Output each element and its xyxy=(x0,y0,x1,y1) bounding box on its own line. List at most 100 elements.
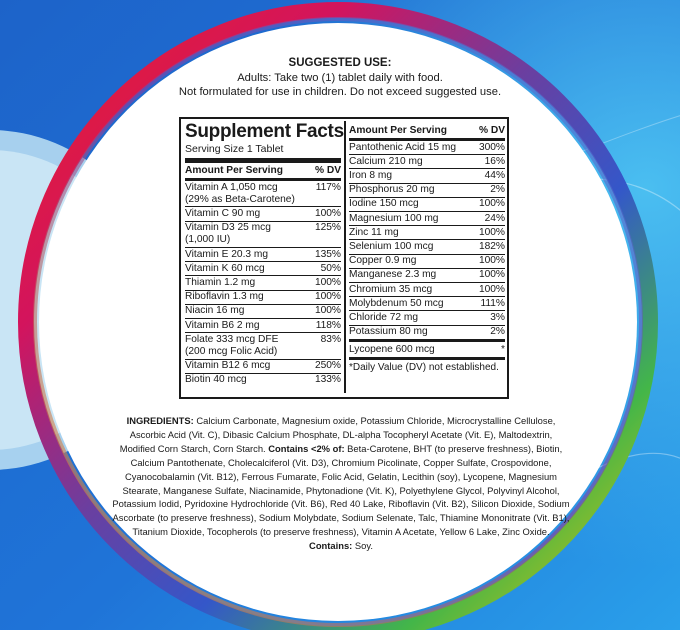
ingredients-text: INGREDIENTS: Calcium Carbonate, Magnesiu… xyxy=(112,414,570,553)
nutrient-row: Potassium 80 mg 2% xyxy=(349,326,505,339)
nutrient-name: Vitamin B12 6 mcg xyxy=(185,360,271,372)
suggested-use: SUGGESTED USE: Adults: Take two (1) tabl… xyxy=(150,56,530,99)
nutrient-row: Vitamin C 90 mg 100% xyxy=(185,207,341,222)
nutrient-row: Chloride 72 mg 3% xyxy=(349,311,505,326)
nutrient-row: Niacin 16 mg 100% xyxy=(185,305,341,320)
nutrient-dv: 125% xyxy=(314,222,341,234)
nutrient-row: Copper 0.9 mg 100% xyxy=(349,255,505,269)
nutrient-name: Zinc 11 mg xyxy=(349,226,399,238)
nutrient-name: Vitamin C 90 mg xyxy=(185,207,261,219)
nutrient-dv: 16% xyxy=(484,155,505,167)
nutrient-name: Vitamin B6 2 mg xyxy=(185,319,260,331)
nutrient-dv: 100% xyxy=(478,255,505,267)
panel-divider xyxy=(344,121,346,393)
supplement-facts-title: Supplement Facts xyxy=(185,121,344,142)
nutrient-name: Copper 0.9 mg xyxy=(349,255,417,267)
column-header: Amount Per Serving % DV xyxy=(349,123,505,141)
dv-header: % DV xyxy=(478,125,505,136)
allergen-label: Contains: xyxy=(309,540,353,552)
lycopene-row: Lycopene 600 mcg * xyxy=(349,338,505,361)
nutrient-name: Biotin 40 mcg xyxy=(185,374,247,386)
nutrient-name: Lycopene 600 mcg xyxy=(349,343,435,355)
nutrient-dv: 100% xyxy=(478,226,505,238)
amount-header: Amount Per Serving xyxy=(185,165,283,176)
nutrient-row: Phosphorus 20 mg 2% xyxy=(349,184,505,198)
nutrient-dv: 250% xyxy=(314,360,341,372)
nutrient-dv: 300% xyxy=(478,141,505,153)
suggested-use-line-2: Not formulated for use in children. Do n… xyxy=(178,86,502,98)
nutrient-name: Magnesium 100 mg xyxy=(349,212,439,224)
nutrient-row: Vitamin A 1,050 mcg (29% as Beta-Caroten… xyxy=(185,181,341,208)
nutrient-row: Iodine 150 mcg 100% xyxy=(349,198,505,213)
nutrient-dv: 100% xyxy=(478,198,505,210)
nutrient-row: Vitamin B12 6 mcg 250% xyxy=(185,360,341,374)
nutrient-row: Chromium 35 mcg 100% xyxy=(349,283,505,298)
left-nutrient-list: Vitamin A 1,050 mcg (29% as Beta-Caroten… xyxy=(185,181,341,387)
nutrient-row: Thiamin 1.2 mg 100% xyxy=(185,276,341,291)
nutrient-dv: 44% xyxy=(484,169,505,181)
nutrient-row: Vitamin D3 25 mcg (1,000 IU) 125% xyxy=(185,222,341,249)
nutrient-dv: 118% xyxy=(315,319,341,331)
nutrient-dv: 100% xyxy=(314,276,341,288)
serving-size: Serving Size 1 Tablet xyxy=(185,143,341,163)
nutrient-row: Biotin 40 mcg 133% xyxy=(185,374,341,387)
nutrient-name: Folate 333 mcg DFE (200 mcg Folic Acid) xyxy=(185,333,279,357)
nutrient-name: Pantothenic Acid 15 mg xyxy=(349,141,457,153)
nutrient-dv: 182% xyxy=(478,240,505,252)
nutrient-name: Iodine 150 mcg xyxy=(349,198,419,210)
contains-less-label: Contains <2% of: xyxy=(268,442,345,454)
nutrient-dv: * xyxy=(501,343,505,355)
nutrient-dv: 3% xyxy=(490,311,505,323)
suggested-use-heading: SUGGESTED USE: xyxy=(288,57,392,69)
nutrient-dv: 50% xyxy=(320,262,341,274)
nutrient-name: Potassium 80 mg xyxy=(349,326,428,338)
nutrient-name: Iron 8 mg xyxy=(349,169,393,181)
nutrient-row: Selenium 100 mcg 182% xyxy=(349,240,505,255)
nutrient-name: Calcium 210 mg xyxy=(349,155,423,167)
nutrient-name: Molybdenum 50 mcg xyxy=(349,297,444,309)
nutrient-row: Vitamin E 20.3 mg 135% xyxy=(185,248,341,263)
nutrient-dv: 83% xyxy=(320,333,341,345)
dv-header: % DV xyxy=(314,165,341,176)
nutrient-row: Molybdenum 50 mcg 111% xyxy=(349,297,505,312)
column-header: Amount Per Serving % DV xyxy=(185,163,341,181)
nutrient-name: Niacin 16 mg xyxy=(185,305,245,317)
nutrient-row: Manganese 2.3 mg 100% xyxy=(349,269,505,284)
nutrient-dv: 2% xyxy=(490,184,505,196)
nutrient-name: Phosphorus 20 mg xyxy=(349,184,435,196)
nutrient-name: Riboflavin 1.3 mg xyxy=(185,291,264,303)
right-nutrient-list: Pantothenic Acid 15 mg 300% Calcium 210 mg… xyxy=(349,141,505,339)
nutrient-dv: 100% xyxy=(314,207,341,219)
allergen-text: Soy. xyxy=(352,540,373,552)
nutrient-name: Selenium 100 mcg xyxy=(349,240,434,252)
supplement-facts-left-column: Supplement Facts Serving Size 1 Tablet A… xyxy=(185,121,344,387)
nutrient-name: Chromium 35 mcg xyxy=(349,283,433,295)
suggested-use-line-1: Adults: Take two (1) tablet daily with f… xyxy=(237,72,443,84)
nutrient-name: Vitamin E 20.3 mg xyxy=(185,248,269,260)
nutrient-dv: 100% xyxy=(478,269,505,281)
nutrient-dv: 24% xyxy=(484,212,505,224)
nutrient-name: Vitamin A 1,050 mcg (29% as Beta-Caroten… xyxy=(185,181,295,205)
nutrient-dv: 133% xyxy=(314,374,341,386)
nutrient-name: Vitamin D3 25 mcg (1,000 IU) xyxy=(185,222,271,246)
nutrient-dv: 2% xyxy=(490,326,505,338)
supplement-facts-panel: Supplement Facts Serving Size 1 Tablet A… xyxy=(179,117,509,399)
nutrient-row: Pantothenic Acid 15 mg 300% xyxy=(349,141,505,156)
nutrient-name: Manganese 2.3 mg xyxy=(349,269,437,281)
supplement-facts-right-column: Amount Per Serving % DV Pantothenic Acid… xyxy=(349,123,505,374)
nutrient-row: Folate 333 mcg DFE (200 mcg Folic Acid) 8… xyxy=(185,333,341,360)
daily-value-note: *Daily Value (DV) not established. xyxy=(349,362,499,374)
nutrient-row: Vitamin K 60 mcg 50% xyxy=(185,262,341,277)
nutrient-row: Riboflavin 1.3 mg 100% xyxy=(185,291,341,305)
nutrient-name: Thiamin 1.2 mg xyxy=(185,276,256,288)
nutrient-row: Vitamin B6 2 mg 118% xyxy=(185,319,341,334)
nutrient-row: Calcium 210 mg 16% xyxy=(349,155,505,170)
nutrient-row: Iron 8 mg 44% xyxy=(349,169,505,184)
amount-header: Amount Per Serving xyxy=(349,125,447,136)
nutrient-dv: 100% xyxy=(478,283,505,295)
nutrient-dv: 135% xyxy=(314,248,341,260)
nutrient-dv: 117% xyxy=(315,181,341,193)
ingredients-label: INGREDIENTS: xyxy=(126,415,194,426)
nutrient-dv: 100% xyxy=(314,305,341,317)
